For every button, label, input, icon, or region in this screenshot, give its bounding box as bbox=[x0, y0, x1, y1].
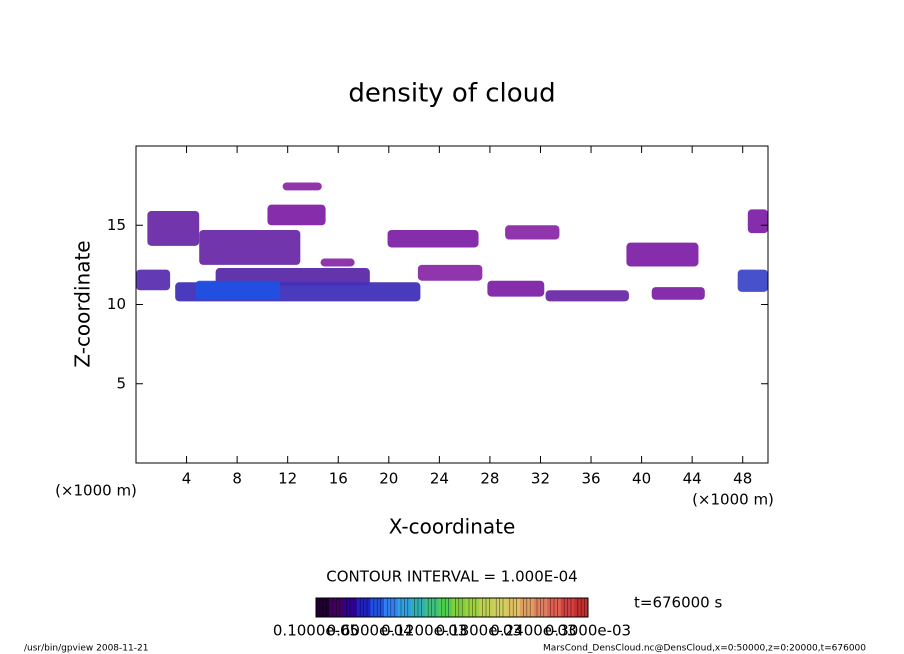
cloud-patch bbox=[417, 264, 483, 281]
y-unit: (×1000 m) bbox=[55, 482, 137, 500]
cloud-patch bbox=[737, 269, 768, 292]
x-tick-label: 28 bbox=[480, 470, 499, 488]
x-tick-label: 24 bbox=[430, 470, 449, 488]
x-tick-label: 8 bbox=[232, 470, 242, 488]
cloud-patch bbox=[505, 225, 560, 240]
colorbar-label: 0.3000e-03 bbox=[545, 622, 631, 640]
x-tick-label: 20 bbox=[379, 470, 398, 488]
y-tick-label: 15 bbox=[107, 216, 126, 234]
footer-right: MarsCond_DensCloud.nc@DensCloud,x=0:5000… bbox=[543, 644, 866, 654]
x-tick-label: 12 bbox=[278, 470, 297, 488]
x-axis-label: X-coordinate bbox=[389, 515, 516, 539]
x-tick-label: 40 bbox=[632, 470, 651, 488]
cloud-patch bbox=[651, 287, 705, 300]
colorbar-frame bbox=[315, 597, 589, 618]
plot-frame bbox=[135, 145, 769, 464]
cloud-patch bbox=[626, 242, 699, 267]
x-tick-label: 32 bbox=[531, 470, 550, 488]
footer-left: /usr/bin/gpview 2008-11-21 bbox=[24, 644, 148, 654]
cloud-patch bbox=[545, 290, 629, 302]
x-tick-label: 4 bbox=[182, 470, 192, 488]
cloud-patch bbox=[267, 204, 326, 226]
cloud-patch bbox=[320, 258, 355, 267]
y-tick-label: 5 bbox=[116, 374, 126, 392]
contour-interval: CONTOUR INTERVAL = 1.000E-04 bbox=[326, 568, 577, 586]
x-tick-label: 16 bbox=[329, 470, 348, 488]
cloud-patch bbox=[199, 230, 301, 265]
y-axis-label: Z-coordinate bbox=[71, 240, 95, 367]
y-tick-label: 10 bbox=[107, 295, 126, 313]
x-tick-label: 44 bbox=[683, 470, 702, 488]
x-unit: (×1000 m) bbox=[692, 491, 774, 509]
colorbar-label: 0.6000e-04 bbox=[327, 622, 413, 640]
colorbar-label: 0.1200e-03 bbox=[381, 622, 467, 640]
cloud-patch bbox=[136, 269, 171, 291]
cloud-patch bbox=[487, 280, 545, 297]
cloud-patch bbox=[147, 210, 200, 246]
x-tick-label: 48 bbox=[733, 470, 752, 488]
chart-title: density of cloud bbox=[348, 79, 555, 109]
x-tick-label: 36 bbox=[581, 470, 600, 488]
cloud-patch bbox=[195, 280, 281, 300]
cloud-patch bbox=[282, 182, 322, 191]
cloud-patch bbox=[747, 209, 768, 234]
colorbar-label: 0.1000e-05 bbox=[273, 622, 359, 640]
colorbar-label: 0.1800e-03 bbox=[436, 622, 522, 640]
time-label: t=676000 s bbox=[634, 594, 722, 612]
colorbar-label: 0.2400e-03 bbox=[490, 622, 576, 640]
cloud-patch bbox=[387, 230, 479, 248]
